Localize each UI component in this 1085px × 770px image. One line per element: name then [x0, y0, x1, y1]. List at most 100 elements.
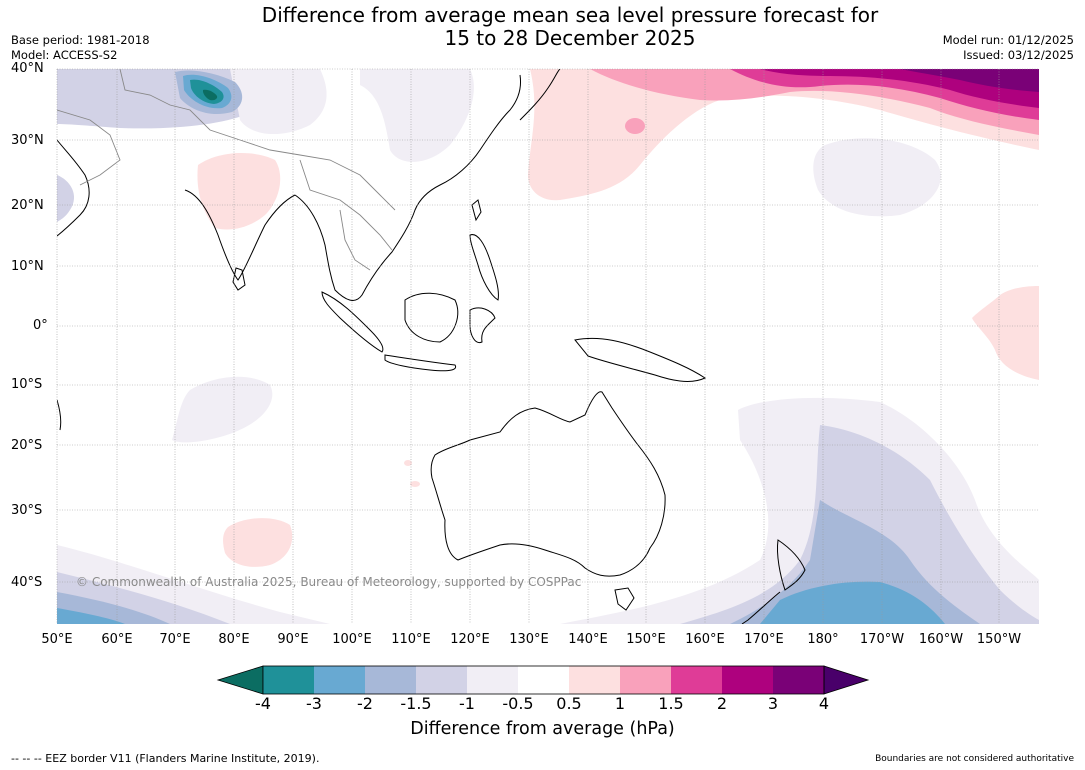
lat-label-40n: 40°N	[11, 61, 44, 76]
lon-label-160w: 160°W	[918, 632, 964, 647]
coast-horn-of-africa	[57, 399, 62, 431]
lon-label-100e: 100°E	[332, 632, 372, 647]
colorbar-tick: -0.5	[502, 694, 534, 713]
lon-label-180: 180°	[807, 632, 839, 647]
coast-java	[384, 354, 457, 372]
colorbar-outline	[262, 665, 825, 695]
lon-label-120e: 120°E	[450, 632, 490, 647]
colorbar-tick: -4	[255, 694, 271, 713]
lat-label-equator: 0°	[33, 318, 48, 333]
title-line-1: Difference from average mean sea level p…	[261, 3, 879, 27]
colorbar-bin-1	[263, 666, 314, 694]
lat-label-10s: 10°S	[11, 377, 43, 392]
colorbar-bin-7	[569, 666, 620, 694]
lat-label-20s: 20°S	[11, 438, 43, 453]
colorbar-bin-3	[365, 666, 416, 694]
colorbar-bin-5	[467, 666, 518, 694]
gridlines	[56, 68, 1039, 624]
lat-label-30n: 30°N	[11, 133, 44, 148]
lon-label-80e: 80°E	[218, 632, 250, 647]
colorbar-bin-9	[671, 666, 722, 694]
anomaly-region-north-pacific-deep	[900, 69, 1039, 92]
anomaly-region-china-light	[360, 69, 474, 162]
lat-label-10n: 10°N	[11, 259, 44, 274]
colorbar-upper-arrow	[823, 665, 870, 695]
colorbar-tick: -2	[357, 694, 373, 713]
coast-sulawesi	[469, 307, 496, 344]
coast-new-zealand-south	[741, 591, 781, 624]
anomaly-region-tiny-pink-1	[404, 460, 412, 466]
coast-sri-lanka	[232, 267, 246, 291]
eez-border-note: -- -- -- EEZ border V11 (Flanders Marine…	[11, 752, 320, 765]
lon-label-50e: 50°E	[41, 632, 73, 647]
issued-date: Issued: 03/12/2025	[963, 48, 1074, 62]
border-indochina	[339, 209, 371, 271]
anomaly-region-indian-ocean-light	[172, 376, 273, 443]
colorbar-bin-2	[314, 666, 365, 694]
colorbar-tick: 4	[818, 694, 830, 713]
colorbar-tick: 2	[716, 694, 728, 713]
chart-title: Difference from average mean sea level p…	[0, 4, 1085, 50]
colorbar-tick: 1	[614, 694, 626, 713]
coast-philippines	[469, 234, 499, 301]
lon-label-140e: 140°E	[568, 632, 608, 647]
colorbar-title: Difference from average (hPa)	[410, 719, 675, 739]
boundaries-note: Boundaries are not considered authoritat…	[875, 754, 1074, 764]
coast-australia	[430, 391, 666, 577]
coast-new-guinea	[574, 337, 707, 382]
lon-label-110e: 110°E	[391, 632, 431, 647]
coast-southeast-asia	[294, 74, 521, 301]
model-run: Model run: 01/12/2025	[942, 33, 1074, 47]
border-west-asia	[57, 109, 121, 186]
lon-label-150e: 150°E	[626, 632, 666, 647]
anomaly-region-north-pacific-light	[813, 138, 941, 217]
lon-label-160e: 160°E	[685, 632, 725, 647]
lat-label-40s: 40°S	[11, 575, 43, 590]
colorbar	[216, 665, 870, 695]
anomaly-region-tiny-pink-2	[410, 481, 420, 487]
colorbar-bin-11	[773, 666, 824, 694]
lon-label-90e: 90°E	[277, 632, 309, 647]
colorbar-tick: -1	[459, 694, 475, 713]
colorbar-lower-arrow	[216, 665, 264, 695]
title-line-2: 15 to 28 December 2025	[444, 26, 696, 50]
colorbar-tick: 1.5	[658, 694, 684, 713]
anomaly-region-north-west-light	[230, 69, 327, 135]
coast-taiwan	[471, 199, 482, 222]
coast-japan	[519, 69, 561, 121]
coast-sumatra	[321, 291, 384, 353]
colorbar-tick: -3	[306, 694, 322, 713]
model-name: Model: ACCESS-S2	[11, 48, 118, 62]
coast-borneo	[404, 292, 459, 343]
anomaly-region-small-rose	[625, 118, 645, 134]
base-period: Base period: 1981-2018	[11, 33, 150, 47]
colorbar-bin-10	[722, 666, 773, 694]
lon-label-150w: 150°W	[976, 632, 1022, 647]
colorbar-bin-6	[518, 666, 569, 694]
coast-arabia	[57, 139, 90, 237]
border-china-south	[299, 159, 393, 251]
meta-right: Model run: 01/12/2025 Issued: 03/12/2025	[943, 33, 1074, 63]
coast-india	[184, 189, 296, 281]
colorbar-bin-4	[416, 666, 467, 694]
lon-label-60e: 60°E	[101, 632, 133, 647]
coast-new-zealand-north	[777, 539, 806, 591]
lon-label-70e: 70°E	[159, 632, 191, 647]
anomaly-region-india-pink	[197, 153, 281, 230]
colorbar-tick: 3	[767, 694, 779, 713]
coast-tasmania	[614, 587, 635, 611]
anomaly-region-equator-east-pink	[972, 285, 1039, 380]
meta-left: Base period: 1981-2018 Model: ACCESS-S2	[11, 33, 150, 63]
anomaly-region-south-west-deep	[57, 608, 125, 624]
colorbar-bin-8	[620, 666, 671, 694]
lat-label-30s: 30°S	[11, 503, 43, 518]
anomaly-region-indian-ocean-pink	[223, 518, 293, 567]
colorbar-tick: -1.5	[400, 694, 432, 713]
coastlines	[57, 69, 806, 624]
anomaly-region-arabia-light	[57, 175, 75, 222]
lon-label-170e: 170°E	[744, 632, 784, 647]
lon-label-130e: 130°E	[509, 632, 549, 647]
anomaly-region-south-pacific-blue	[730, 500, 980, 624]
colorbar-tick: 0.5	[556, 694, 582, 713]
